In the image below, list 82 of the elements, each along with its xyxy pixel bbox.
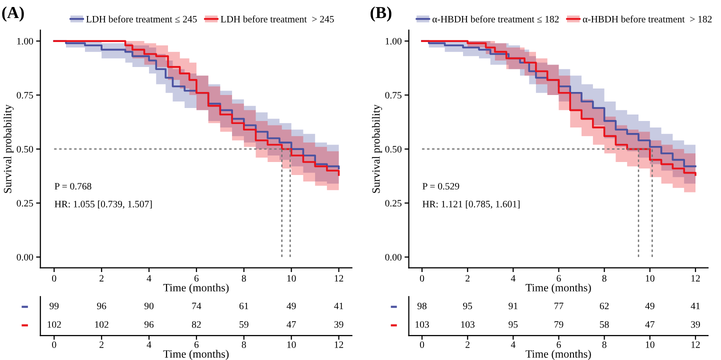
x-tick-label: 2 xyxy=(466,275,470,282)
y-tick-label: 0.00 xyxy=(385,254,402,261)
y-tick-label: 0.50 xyxy=(385,146,402,153)
data-label: 103 xyxy=(461,321,475,328)
x-tick-label: 0 xyxy=(52,341,56,348)
data-label: 41 xyxy=(334,302,344,310)
x-tick-label: 12 xyxy=(334,341,344,348)
x-tick-label: 12 xyxy=(334,275,344,282)
x-axis-title: Time (months) xyxy=(526,350,591,360)
x-tick-label: 6 xyxy=(556,341,561,348)
x-axis-title: Time (months) xyxy=(526,284,591,294)
data-label: 39 xyxy=(334,321,344,328)
x-tick-label: 8 xyxy=(242,275,246,282)
x-tick-label: 12 xyxy=(691,341,700,348)
data-label: 102 xyxy=(48,321,61,328)
chart-title: (A) xyxy=(2,6,24,22)
data-label: 49 xyxy=(286,302,296,310)
annotation: HR: 1.121 [0.785, 1.601] xyxy=(422,200,520,209)
annotation: P = 0.768 xyxy=(54,182,92,190)
x-tick-label: 0 xyxy=(420,275,424,282)
data-label: 47 xyxy=(645,321,654,328)
data-label: 90 xyxy=(144,302,154,310)
y-tick-label: 0.50 xyxy=(16,146,34,153)
data-label: 41 xyxy=(690,302,700,310)
y-tick-label: 0.25 xyxy=(385,200,402,207)
x-tick-label: 12 xyxy=(691,275,700,282)
x-tick-label: 4 xyxy=(146,275,152,282)
legend-label: LDH before treatment > 245 xyxy=(220,15,334,22)
x-tick-label: 10 xyxy=(287,341,296,348)
data-label: 99 xyxy=(50,302,59,310)
annotation: P = 0.529 xyxy=(422,182,460,190)
data-label: 82 xyxy=(192,321,201,328)
x-tick-label: 6 xyxy=(556,275,561,282)
data-label: 96 xyxy=(144,321,154,328)
data-label: 96 xyxy=(97,302,106,310)
x-tick-label: 6 xyxy=(194,275,199,282)
data-label: 49 xyxy=(645,302,654,310)
chart-title: (B) xyxy=(370,6,392,22)
x-tick-label: 8 xyxy=(242,341,246,348)
legend-label: α-HBDH before treatment > 182 xyxy=(582,15,712,22)
data-label: 61 xyxy=(239,302,248,310)
y-tick-label: 1.00 xyxy=(17,38,34,45)
x-tick-label: 10 xyxy=(646,341,654,348)
x-tick-label: 6 xyxy=(194,341,199,348)
y-tick-label: 0.75 xyxy=(16,92,34,99)
data-label: 59 xyxy=(240,321,248,328)
x-tick-label: 4 xyxy=(146,341,152,348)
x-tick-label: 10 xyxy=(646,275,654,282)
y-tick-label: 0.25 xyxy=(16,200,34,207)
y-tick-label: 1.00 xyxy=(386,38,402,45)
data-label: 47 xyxy=(286,321,296,328)
x-tick-label: 2 xyxy=(466,341,470,348)
x-tick-label: 8 xyxy=(602,275,606,282)
x-tick-label: 10 xyxy=(287,275,296,282)
data-label: 79 xyxy=(554,321,564,328)
data-label: 98 xyxy=(417,302,427,310)
y-tick-label: 0.00 xyxy=(16,254,34,261)
data-label: 39 xyxy=(691,321,700,328)
data-label: 95 xyxy=(463,302,472,310)
data-label: 102 xyxy=(95,321,108,328)
data-label: 58 xyxy=(600,321,609,328)
data-label: 77 xyxy=(554,302,564,310)
data-label: 62 xyxy=(600,302,609,310)
x-tick-label: 4 xyxy=(510,341,516,348)
x-tick-label: 4 xyxy=(510,275,516,282)
annotation: HR: 1.055 [0.739, 1.507] xyxy=(54,200,152,209)
x-tick-label: 2 xyxy=(100,341,104,348)
data-label: 103 xyxy=(416,321,429,328)
legend-label: α-HBDH before treatment ≤ 182 xyxy=(432,15,559,22)
legend-label: LDH before treatment ≤ 245 xyxy=(86,15,197,22)
x-tick-label: 2 xyxy=(100,275,104,282)
x-tick-label: 0 xyxy=(420,341,424,348)
x-tick-label: 8 xyxy=(602,341,606,348)
y-tick-label: 0.75 xyxy=(385,92,402,99)
x-axis-title: Time (months) xyxy=(163,350,229,360)
data-label: 74 xyxy=(192,302,202,310)
data-label: 95 xyxy=(508,321,518,328)
y-axis-title: Survival probability xyxy=(4,104,14,193)
y-axis-title: Survival probability xyxy=(372,104,382,193)
data-label: 91 xyxy=(508,302,518,310)
x-tick-label: 0 xyxy=(52,275,56,282)
x-axis-title: Time (months) xyxy=(163,284,229,294)
